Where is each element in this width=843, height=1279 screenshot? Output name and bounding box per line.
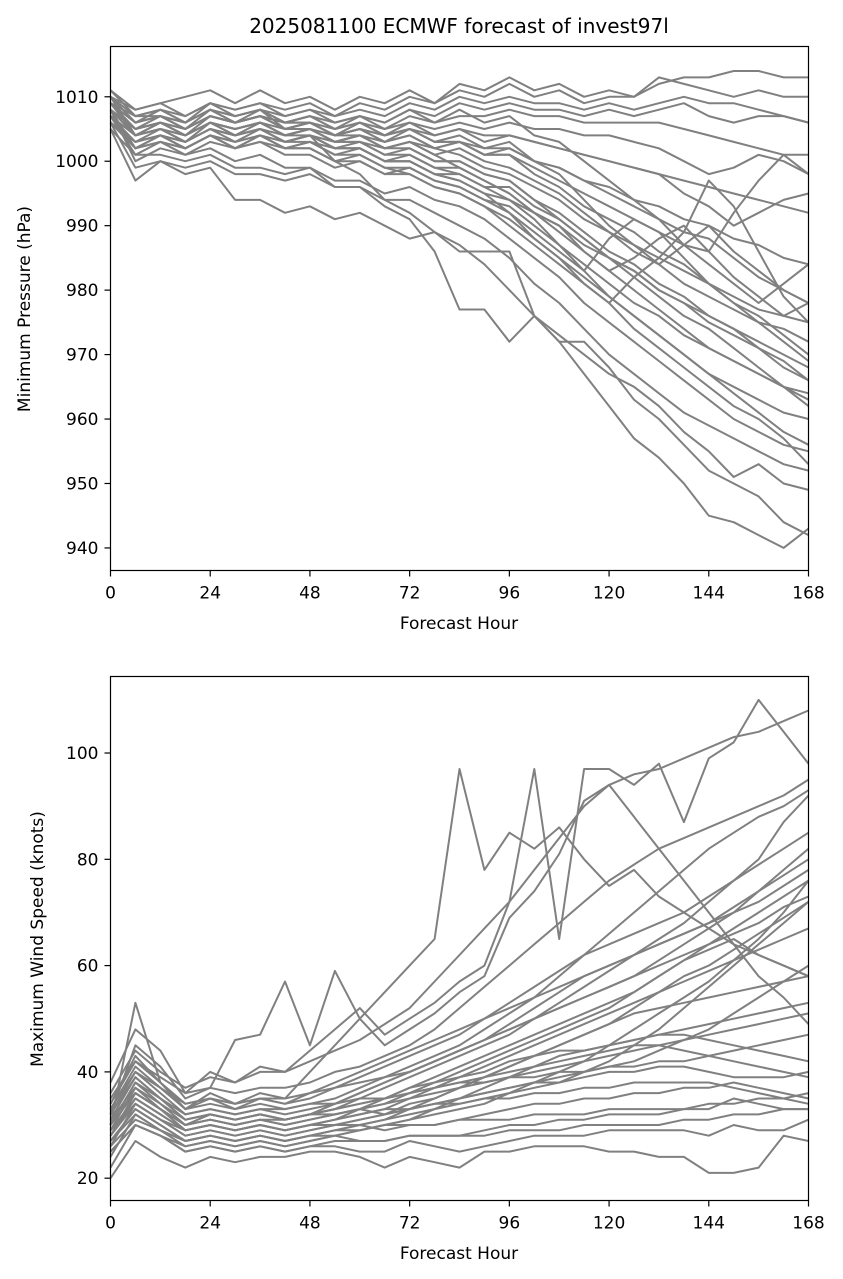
wind-y-tick-label: 60 xyxy=(77,957,99,977)
wind-y-tick-label: 20 xyxy=(77,1169,99,1189)
pressure-x-tick-label: 168 xyxy=(792,584,824,604)
pressure-x-tick-label: 120 xyxy=(593,584,625,604)
pressure-x-axis-label: Forecast Hour xyxy=(400,614,518,634)
wind-series-line-12 xyxy=(109,783,810,1115)
pressure-series-line-18 xyxy=(109,102,810,304)
pressure-series-line-32 xyxy=(109,109,809,446)
wind-y-tick-label: 80 xyxy=(77,850,99,870)
wind-series-line-11 xyxy=(109,698,810,1095)
wind-series-line-31 xyxy=(109,1081,809,1132)
wind-x-tick-label: 168 xyxy=(792,1214,824,1234)
pressure-x-tick-label: 96 xyxy=(499,584,521,604)
wind-series-line-27 xyxy=(109,1012,809,1126)
wind-series-line-33 xyxy=(109,1108,809,1153)
pressure-y-tick-label: 990 xyxy=(66,217,98,237)
pressure-y-tick-label: 980 xyxy=(66,281,98,301)
wind-y-tick-label: 40 xyxy=(77,1063,99,1083)
pressure-x-tick-label: 72 xyxy=(399,584,421,604)
wind-x-tick-label: 24 xyxy=(199,1214,221,1234)
pressure-y-ticks: 940 950 960 970 980 990 1000 1010 xyxy=(55,88,111,559)
wind-series-line-28 xyxy=(109,964,810,1137)
wind-series-line-8 xyxy=(109,778,810,1105)
pressure-series-line-26 xyxy=(109,121,810,324)
pressure-series-line-12 xyxy=(109,109,809,420)
wind-series-line-32 xyxy=(109,1092,809,1142)
wind-x-tick-label: 120 xyxy=(593,1214,625,1234)
wind-series-line-10 xyxy=(109,768,809,1126)
wind-x-tick-label: 0 xyxy=(105,1214,116,1234)
pressure-axes-frame xyxy=(109,45,810,572)
pressure-x-tick-label: 144 xyxy=(693,584,725,604)
wind-series-line-19 xyxy=(109,847,810,1126)
pressure-series-line-29 xyxy=(109,89,810,253)
pressure-y-axis-label: Minimum Pressure (hPa) xyxy=(15,206,35,412)
pressure-series-line-28 xyxy=(110,95,809,214)
wind-series-line-18 xyxy=(109,831,810,1111)
wind-series-line-30 xyxy=(109,1033,809,1121)
wind-series-line-6 xyxy=(109,1001,809,1126)
pressure-x-tick-label: 24 xyxy=(199,584,221,604)
pressure-series-line-13 xyxy=(109,115,809,453)
wind-series-line-22 xyxy=(109,789,810,1111)
pressure-y-tick-label: 950 xyxy=(66,474,98,494)
wind-x-tick-label: 72 xyxy=(399,1214,421,1234)
pressure-series-line-30 xyxy=(109,96,809,304)
pressure-series-line-22 xyxy=(109,102,809,382)
pressure-y-tick-label: 1000 xyxy=(55,152,98,172)
wind-plot-area: 0 24 48 72 96 120 144 168 20 40 60 80 100 xyxy=(66,675,825,1234)
pressure-series-group xyxy=(109,70,810,549)
pressure-x-ticks: 0 24 48 72 96 120 144 168 xyxy=(105,570,825,604)
pressure-series-line-14 xyxy=(109,122,809,472)
pressure-plot-area: 0 24 48 72 96 120 144 168 940 950 960 970 980 990 100… xyxy=(55,45,825,604)
wind-axes-frame xyxy=(109,675,810,1202)
wind-x-tick-label: 96 xyxy=(499,1214,521,1234)
pressure-series-line-25 xyxy=(109,115,810,362)
wind-y-axis-label: Maximum Wind Speed (knots) xyxy=(28,811,48,1067)
pressure-series-line-27 xyxy=(110,102,809,266)
wind-x-tick-label: 144 xyxy=(693,1214,725,1234)
wind-x-tick-label: 48 xyxy=(299,1214,321,1234)
pressure-chart-title: 2025081100 ECMWF forecast of invest97l xyxy=(249,14,669,38)
wind-series-line-9 xyxy=(109,709,809,1094)
pressure-x-tick-label: 48 xyxy=(299,584,321,604)
wind-y-tick-label: 100 xyxy=(66,744,98,764)
pressure-series-line-17 xyxy=(109,96,810,549)
wind-x-axis-label: Forecast Hour xyxy=(400,1244,518,1264)
wind-series-line-29 xyxy=(109,869,810,1105)
pressure-series-line-15 xyxy=(109,128,809,491)
pressure-series-line-31 xyxy=(109,102,810,407)
pressure-y-tick-label: 960 xyxy=(66,410,98,430)
pressure-x-tick-label: 0 xyxy=(105,584,116,604)
pressure-y-tick-label: 970 xyxy=(66,346,98,366)
pressure-y-tick-label: 940 xyxy=(66,539,98,559)
wind-y-ticks: 20 40 60 80 100 xyxy=(66,744,111,1189)
pressure-panel: 2025081100 ECMWF forecast of invest97l 0… xyxy=(15,14,825,634)
wind-x-ticks: 0 24 48 72 96 120 144 168 xyxy=(105,1200,825,1234)
pressure-series-line-1 xyxy=(109,70,809,111)
pressure-series-line-33 xyxy=(109,115,810,465)
pressure-series-line-16 xyxy=(109,109,809,536)
wind-series-group xyxy=(109,698,810,1179)
wind-panel: 0 24 48 72 96 120 144 168 20 40 60 80 100 Forecast … xyxy=(28,675,825,1264)
pressure-series-line-24 xyxy=(109,108,809,317)
pressure-y-tick-label: 1010 xyxy=(55,88,98,108)
wind-series-line-1 xyxy=(109,1134,809,1179)
